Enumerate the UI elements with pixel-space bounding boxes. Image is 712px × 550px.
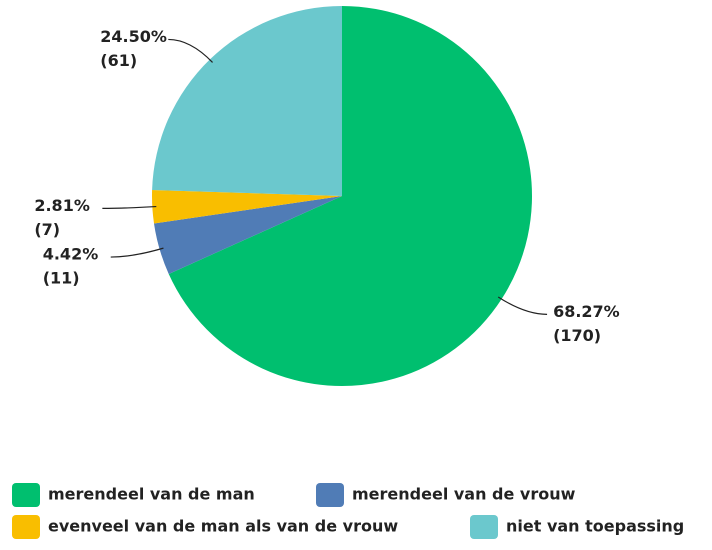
legend-label: merendeel van de vrouw — [352, 485, 576, 504]
pie-slice — [152, 6, 342, 196]
leader-line — [110, 247, 164, 258]
leader-line — [168, 38, 213, 63]
legend-label: merendeel van de man — [48, 485, 255, 504]
pie-slice — [168, 6, 532, 386]
legend-swatch — [12, 515, 40, 539]
data-label: 4.42% — [43, 245, 99, 264]
data-label: 2.81% — [34, 196, 90, 215]
pie-slice — [152, 190, 342, 224]
leader-line — [497, 296, 548, 315]
count-label: (61) — [100, 51, 137, 70]
count-label: (11) — [43, 269, 80, 288]
data-label: 68.27% — [553, 302, 620, 321]
count-label: (7) — [34, 220, 60, 239]
count-label: (170) — [553, 326, 601, 345]
data-label: 24.50% — [100, 27, 167, 46]
pie-slice — [153, 196, 342, 274]
legend-swatch — [12, 483, 40, 507]
legend-label: niet van toepassing — [506, 517, 684, 536]
legend-label: evenveel van de man als van de vrouw — [48, 517, 398, 536]
legend-swatch — [316, 483, 344, 507]
leader-line — [102, 205, 157, 209]
legend-swatch — [470, 515, 498, 539]
